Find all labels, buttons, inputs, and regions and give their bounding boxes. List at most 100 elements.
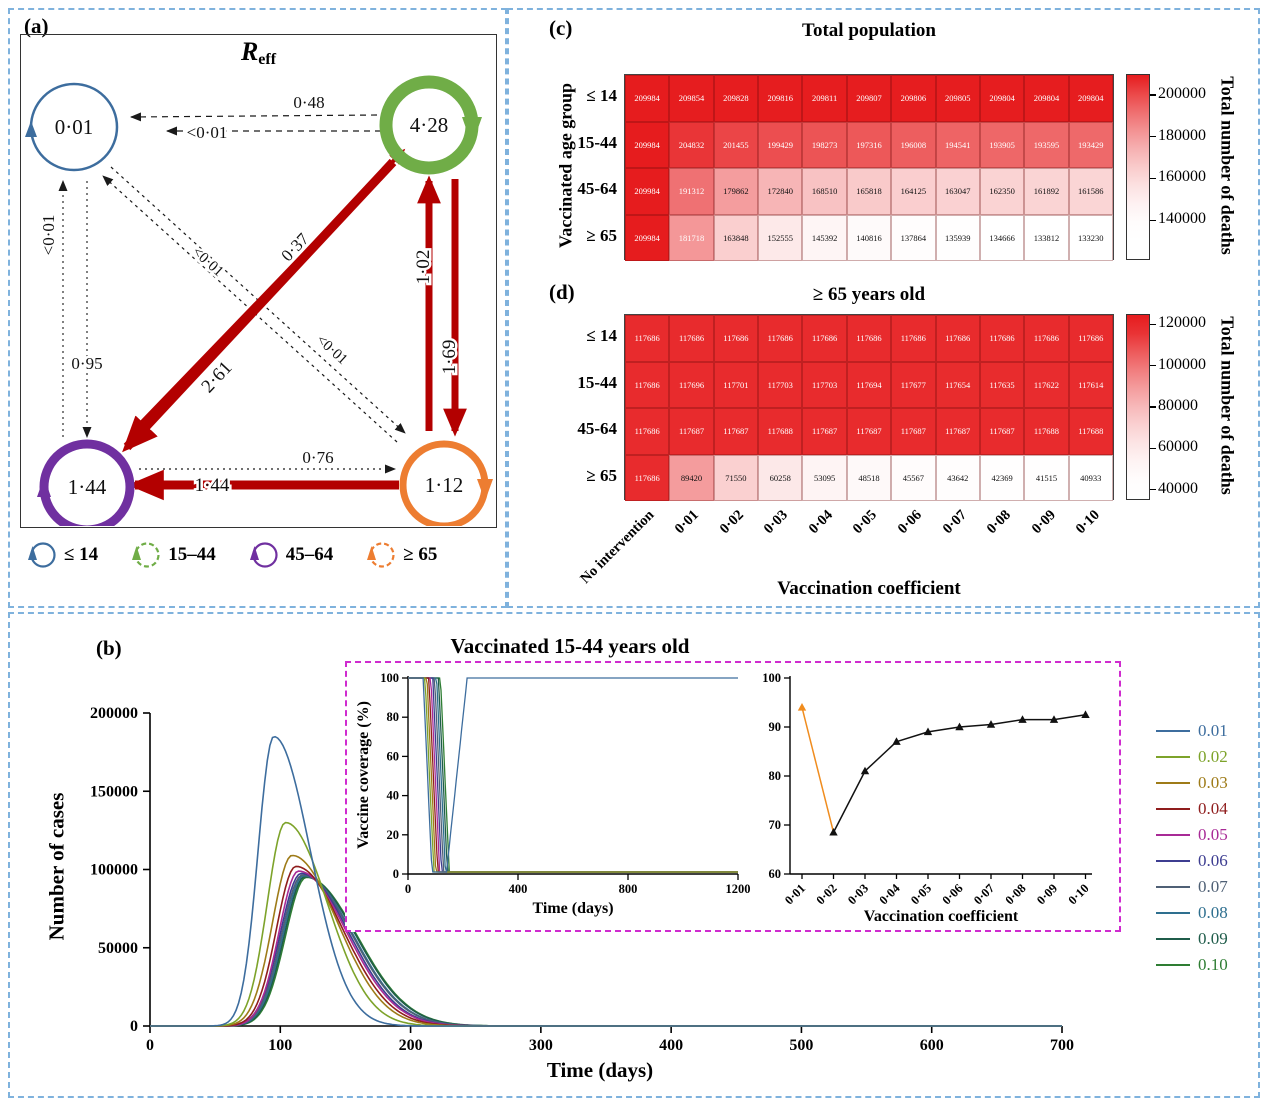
x-tick-label: 100 — [268, 1037, 292, 1054]
heatmap-cell: 152555 — [758, 214, 803, 261]
heatmap-cell: 209804 — [1068, 75, 1113, 122]
age-group-legend: ≤ 14 15–44 45–64 ≥ 65 — [26, 540, 437, 570]
heatmap-cell: 163047 — [935, 168, 980, 215]
heatmap-col-label: 0·03 — [761, 507, 792, 538]
heatmap-cell: 41515 — [1024, 454, 1069, 501]
coverage-y-tick-label: 40 — [387, 789, 400, 803]
colorbar-tick-label: 40000 — [1158, 479, 1198, 497]
inset-box: 0 20 40 60 80 100 0 400 800 1200 Time (days) Vaccin… — [345, 661, 1121, 932]
heatmap-cell: 117687 — [891, 408, 936, 455]
legend-line-swatch — [1156, 729, 1190, 733]
colorbar-tick-label: 80000 — [1158, 397, 1198, 414]
coverage-xlabel: Time (days) — [532, 900, 613, 917]
inset-charts: 0 20 40 60 80 100 0 400 800 1200 Time (days) Vaccin… — [355, 671, 1092, 925]
heatmap-cell: 172840 — [758, 168, 803, 215]
heatmap-cell: 168510 — [802, 168, 847, 215]
heatmap-cell: 117703 — [802, 361, 847, 408]
heatmap-col-label: 0·01 — [672, 507, 703, 538]
coef-y-tick-label: 100 — [762, 671, 781, 685]
legend-item: 0.01 — [1156, 718, 1228, 744]
heatmap-cell: 42369 — [979, 454, 1025, 501]
edge-label-095: 0·95 — [71, 354, 102, 373]
legend-label: 0.07 — [1198, 877, 1228, 896]
heatmap-cell: 209811 — [802, 75, 847, 122]
edge-green-to-purple — [122, 158, 397, 453]
heatmap-row-label: 15-44 — [577, 372, 617, 392]
heatmap-cell: 117686 — [625, 408, 670, 455]
heatmap-row-label: ≤ 14 — [586, 86, 617, 106]
heatmap-cell: 117686 — [625, 315, 670, 362]
colorbar-tick-label: 60000 — [1158, 438, 1198, 456]
heatmap-cell: 198273 — [802, 121, 847, 168]
coef-segment — [832, 770, 866, 833]
colorbar-tick — [1150, 177, 1156, 180]
x-tick-label: 300 — [529, 1037, 553, 1054]
heatmap-cell: 48518 — [846, 454, 892, 501]
colorbar-tick — [1150, 94, 1156, 96]
coef-y-tick-label: 60 — [769, 867, 782, 881]
legend-label: 0.08 — [1198, 903, 1228, 922]
coef-x-tick-label: 0·01 — [782, 881, 808, 907]
heatmap-cell: 193905 — [979, 121, 1025, 168]
heatmap-cell: 117696 — [669, 361, 714, 408]
age-legend-item: 45–64 — [248, 540, 333, 570]
heatmap-cell: 209805 — [935, 75, 980, 122]
coverage-series-0.08 — [408, 677, 738, 873]
edge-label-076: 0·76 — [302, 448, 333, 467]
coef-x-tick-label: 0·03 — [845, 881, 871, 907]
coef-segment — [896, 731, 929, 743]
legend-line-swatch — [1156, 755, 1190, 759]
coef-xlabel: Vaccination coefficient — [864, 908, 1019, 925]
age-legend-item: ≤ 14 — [26, 540, 98, 570]
heatmap-cell: 209806 — [891, 75, 936, 122]
panel-c-label: (c) — [549, 16, 573, 40]
heatmap-cell: 165818 — [846, 168, 892, 215]
coverage-y-tick-label: 0 — [393, 867, 399, 881]
heatmap-cell: 196008 — [891, 121, 936, 168]
age-legend-label: ≥ 65 — [403, 544, 438, 565]
heatmap-cell: 133812 — [1024, 214, 1069, 261]
heatmap-cell: 117654 — [935, 361, 980, 408]
cases-legend: 0.01 0.02 0.03 0.04 0.05 0.06 0.07 0.08 0.09 0.10 — [1156, 718, 1228, 978]
edge-label-048: 0·48 — [293, 93, 324, 112]
coef-x-tick-label: 0·07 — [971, 881, 997, 907]
heatmap-cell: 161586 — [1068, 168, 1113, 215]
age-legend-item: ≥ 65 — [365, 540, 437, 570]
heatmap-cell: 45567 — [891, 454, 936, 501]
heatmap-cell: 117614 — [1068, 361, 1113, 408]
reff-title-sub: eff — [258, 51, 277, 69]
heatmap-cell: 179862 — [713, 168, 759, 215]
panel-cd-box: (c) Total population Vaccinated age grou… — [507, 8, 1260, 608]
legend-item: 0.08 — [1156, 900, 1228, 926]
coverage-y-tick-label: 60 — [387, 749, 400, 763]
colorbar-tick-label: 140000 — [1158, 210, 1206, 228]
y-tick-label: 150000 — [90, 783, 138, 800]
coverage-series-0.10 — [408, 677, 738, 873]
x-tick-label: 500 — [789, 1037, 813, 1054]
heatmap-cell: 161892 — [1024, 168, 1069, 215]
reff-diagram: 0·48 <0·01 <0·01 0·95 2·61 0·37 <0·01 <0… — [25, 75, 493, 526]
legend-label: 0.04 — [1198, 799, 1228, 818]
heatmap-cell: 209854 — [669, 75, 714, 122]
coverage-series-0.04 — [408, 677, 738, 873]
heatmap-cell: 193429 — [1068, 121, 1113, 168]
heatmap-col-label: 0·08 — [983, 507, 1014, 538]
circular-arrow-icon — [249, 542, 278, 568]
edge-label-169: 1·69 — [439, 340, 460, 375]
node-65-value: 1·12 — [425, 473, 464, 497]
y-tick-label: 0 — [130, 1018, 138, 1035]
age-legend-label: ≤ 14 — [64, 544, 99, 565]
legend-arrowhead-icon — [132, 546, 142, 560]
x-tick-label: 400 — [659, 1037, 683, 1054]
node-0-14-arrowhead-icon — [25, 121, 37, 137]
coef-x-tick-label: 0·06 — [940, 881, 966, 907]
heatmap-cell: 117686 — [935, 315, 980, 362]
legend-label: 0.05 — [1198, 825, 1228, 844]
heatmap-col-label: 0·09 — [1028, 507, 1059, 538]
coef-x-tick-label: 0·04 — [877, 881, 904, 908]
coef-y-tick-label: 80 — [769, 769, 782, 783]
coef-data-marker — [797, 703, 807, 711]
heatmap-col-label: No intervention — [577, 507, 658, 587]
colorbar-tick — [1150, 219, 1156, 222]
heatmap-cell: 199429 — [758, 121, 803, 168]
